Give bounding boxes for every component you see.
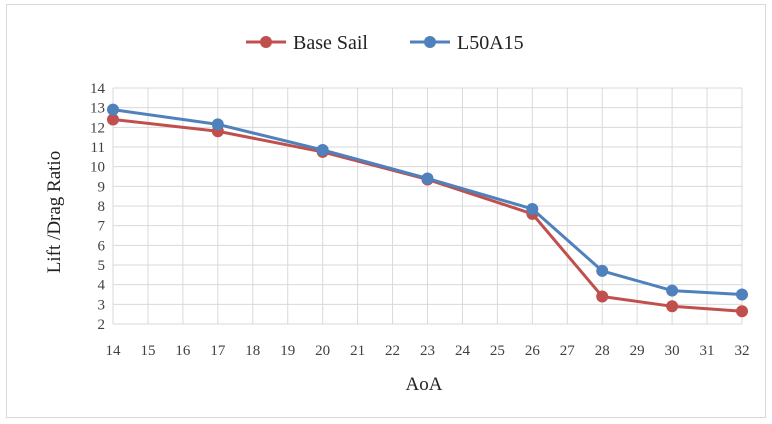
y-tick-label: 8 bbox=[98, 199, 106, 215]
legend-label: Base Sail bbox=[293, 32, 368, 54]
x-tick-label: 15 bbox=[140, 343, 155, 359]
x-tick-label: 21 bbox=[350, 343, 365, 359]
data-point bbox=[666, 284, 679, 297]
y-tick-label: 9 bbox=[98, 179, 106, 195]
y-tick-label: 2 bbox=[98, 317, 106, 333]
x-tick-label: 17 bbox=[210, 343, 226, 359]
data-point bbox=[736, 288, 748, 301]
x-tick-label: 16 bbox=[175, 343, 191, 359]
y-axis-title: Lift /Drag Ratio bbox=[44, 151, 65, 273]
x-tick-label: 28 bbox=[595, 343, 610, 359]
y-tick-label: 4 bbox=[98, 278, 106, 294]
x-tick-label: 26 bbox=[525, 343, 541, 359]
data-point bbox=[421, 172, 434, 185]
y-tick-label: 10 bbox=[90, 160, 105, 176]
y-axis-ticks: 2 3 4 5 6 7 8 9 10 11 12 13 14 bbox=[90, 81, 106, 333]
x-tick-label: 32 bbox=[735, 343, 750, 359]
legend: Base Sail L50A15 bbox=[246, 32, 524, 54]
x-tick-label: 19 bbox=[280, 343, 295, 359]
y-tick-label: 12 bbox=[90, 120, 105, 136]
data-point bbox=[211, 118, 224, 131]
data-point bbox=[107, 113, 119, 126]
data-point bbox=[526, 202, 539, 215]
x-tick-label: 18 bbox=[245, 343, 260, 359]
series-layer bbox=[107, 103, 748, 318]
data-point bbox=[666, 300, 679, 313]
x-tick-label: 31 bbox=[700, 343, 715, 359]
data-point bbox=[596, 290, 609, 303]
legend-marker bbox=[260, 36, 272, 48]
x-tick-label: 25 bbox=[490, 343, 505, 359]
legend-marker bbox=[424, 36, 436, 48]
x-tick-label: 24 bbox=[455, 343, 471, 359]
legend-label: L50A15 bbox=[457, 32, 524, 54]
grid bbox=[112, 87, 743, 325]
x-axis-ticks: 14 15 16 17 18 19 20 21 22 23 24 25 26 27 28 29 30 31 32 bbox=[106, 343, 750, 359]
x-tick-label: 14 bbox=[106, 343, 122, 359]
x-tick-label: 30 bbox=[665, 343, 680, 359]
x-tick-label: 20 bbox=[315, 343, 330, 359]
y-tick-label: 5 bbox=[98, 258, 106, 274]
y-tick-label: 14 bbox=[90, 81, 106, 97]
x-tick-label: 22 bbox=[385, 343, 400, 359]
y-tick-label: 13 bbox=[90, 101, 105, 117]
data-point bbox=[596, 264, 609, 277]
x-tick-label: 27 bbox=[560, 343, 576, 359]
chart-frame bbox=[6, 4, 766, 418]
y-tick-label: 7 bbox=[98, 219, 106, 235]
series-line bbox=[112, 108, 743, 296]
series-line bbox=[112, 117, 743, 313]
data-point bbox=[107, 103, 119, 116]
x-axis-title: AoA bbox=[406, 374, 443, 395]
x-tick-label: 23 bbox=[420, 343, 435, 359]
y-tick-label: 11 bbox=[91, 140, 105, 156]
data-point bbox=[736, 305, 748, 318]
y-tick-label: 6 bbox=[98, 238, 106, 254]
data-point bbox=[316, 143, 329, 156]
y-tick-label: 3 bbox=[98, 297, 106, 313]
x-tick-label: 29 bbox=[630, 343, 645, 359]
